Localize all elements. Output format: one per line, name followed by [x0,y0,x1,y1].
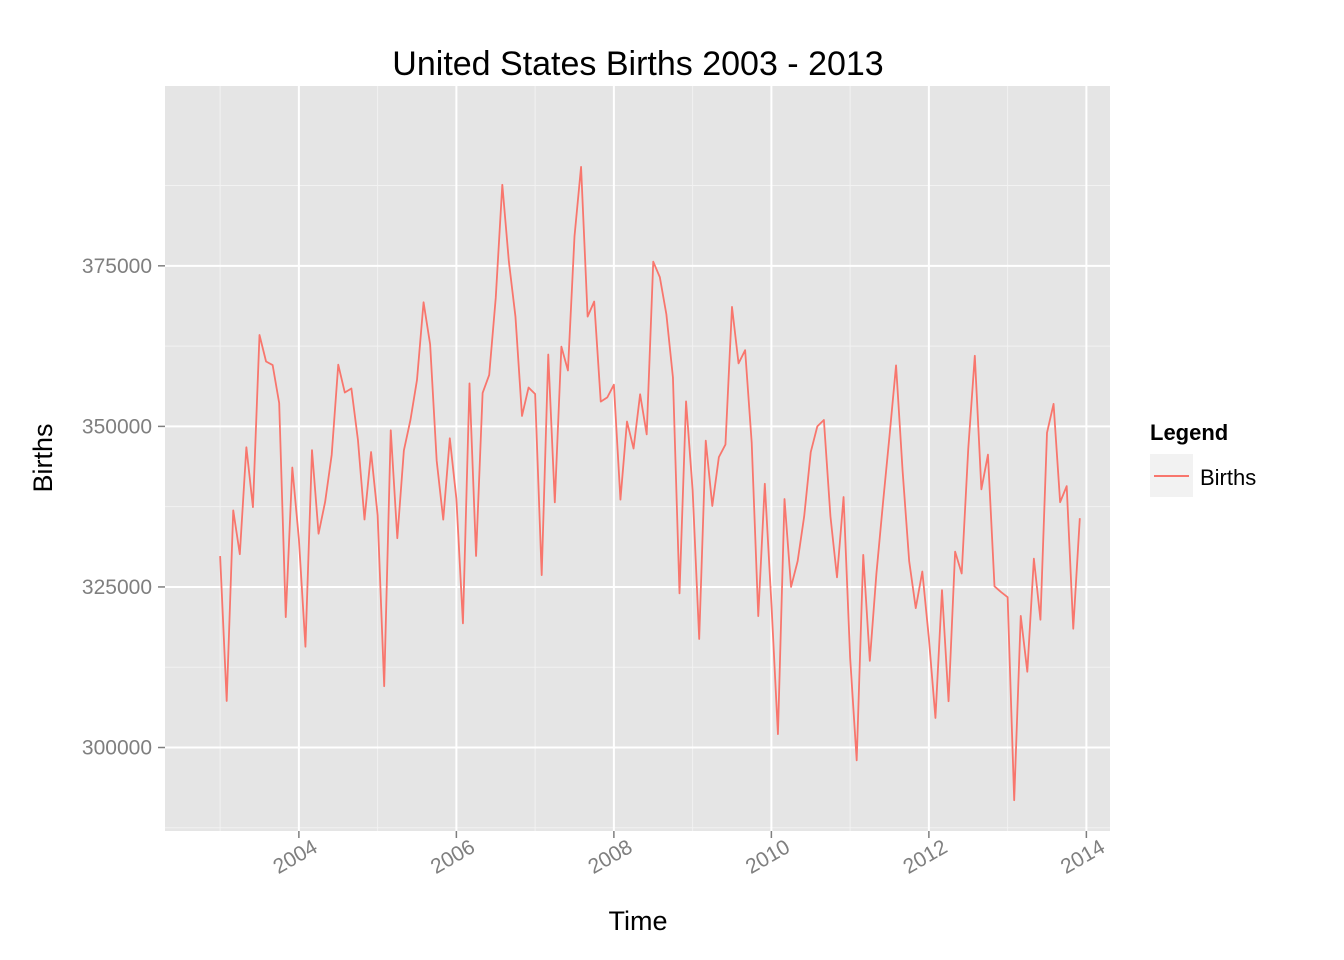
x-tick-label: 2006 [427,835,479,878]
x-tick-label: 2008 [584,835,636,878]
legend-label-births: Births [1200,465,1256,490]
x-tick-label: 2014 [1057,835,1109,878]
series-line-births [219,166,1081,802]
y-axis-title: Births [28,423,58,492]
y-tick-label: 350000 [82,415,152,438]
x-axis: 2004 2006 2008 2010 2012 2014 [269,831,1109,879]
grid-major [165,86,1110,831]
y-tick-label: 325000 [82,576,152,599]
plot-panel [165,86,1110,831]
y-tick-label: 375000 [82,255,152,278]
chart-title: United States Births 2003 - 2013 [392,45,883,83]
legend-title: Legend [1150,420,1228,445]
data-series-births [219,166,1081,802]
y-tick-label: 300000 [82,737,152,760]
grid-minor [165,86,1110,831]
legend: Legend Births [1150,420,1256,497]
x-axis-title: Time [609,906,668,936]
x-tick-label: 2010 [742,835,794,878]
x-tick-label: 2004 [269,835,321,878]
y-axis: 300000 325000 350000 375000 [82,255,165,760]
x-tick-label: 2012 [899,835,951,878]
